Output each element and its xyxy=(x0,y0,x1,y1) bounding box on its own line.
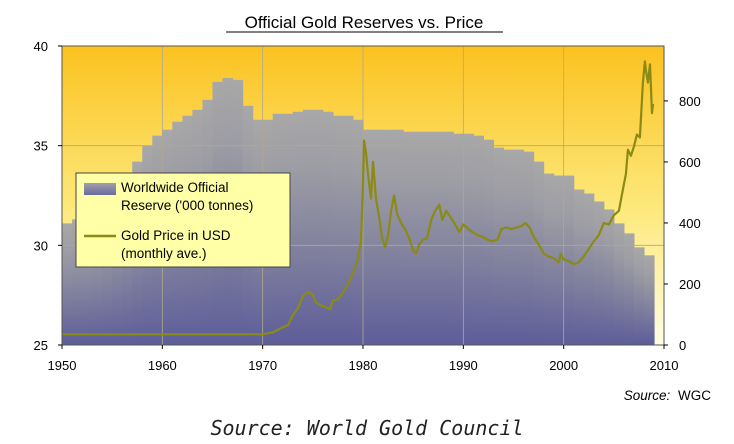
source-value: WGC xyxy=(678,388,711,403)
legend-label-reserve-line1: Worldwide Official xyxy=(121,180,229,195)
reserve-bar xyxy=(393,129,404,345)
reserve-bar xyxy=(423,131,434,345)
reserve-bar xyxy=(543,173,555,345)
x-tick-label: 1950 xyxy=(48,358,77,373)
chart-title: Official Gold Reserves vs. Price xyxy=(245,13,484,32)
legend-swatch-reserve xyxy=(84,183,116,195)
reserve-bar xyxy=(433,131,444,345)
gold-price-line xyxy=(62,60,655,336)
source-label: Source: xyxy=(624,388,671,403)
x-tick-label: 1970 xyxy=(248,358,277,373)
reserve-bar xyxy=(573,189,585,345)
reserve-bar xyxy=(623,233,635,345)
reserve-bar xyxy=(533,161,545,345)
source-note: Source: WGC xyxy=(624,388,712,403)
reserve-bar xyxy=(363,129,374,345)
y-right-tick-label: 200 xyxy=(679,277,701,292)
reserve-bar xyxy=(92,213,103,345)
reserve-bar xyxy=(583,193,595,345)
reserve-bar xyxy=(62,223,73,345)
reserve-bar xyxy=(112,193,123,345)
legend-label-price-line2: (monthly ave.) xyxy=(121,246,207,261)
reserve-bar xyxy=(413,131,424,345)
reserve-bar xyxy=(483,139,495,345)
reserve-bar xyxy=(493,147,505,345)
x-tick-label: 1980 xyxy=(349,358,378,373)
y-left-tick-label: 35 xyxy=(34,139,48,154)
reserve-bar xyxy=(643,255,655,345)
y-left-tick-label: 40 xyxy=(34,39,48,54)
reserve-bar xyxy=(292,111,304,345)
legend-label-price-line1: Gold Price in USD xyxy=(121,228,231,243)
reserve-bar xyxy=(82,217,93,345)
reserve-bar xyxy=(312,109,324,345)
reserve-bar xyxy=(443,131,454,345)
reserve-bar xyxy=(473,135,484,345)
y-right-tick-label: 600 xyxy=(679,155,701,170)
x-tick-label: 1990 xyxy=(449,358,478,373)
reserve-bar xyxy=(373,129,384,345)
reserve-bar xyxy=(72,219,83,345)
legend-label-reserve-line2: Reserve ('000 tonnes) xyxy=(121,198,253,213)
reserve-bar xyxy=(463,133,474,345)
reserve-bar xyxy=(593,201,605,345)
y-left-tick-label: 30 xyxy=(34,238,48,253)
x-tick-label: 1960 xyxy=(148,358,177,373)
axes: 1950 1960 1970 1980 1990 2000 2010253035400200… xyxy=(34,39,701,373)
gold-price-line-group xyxy=(62,60,655,336)
reserve-bar xyxy=(513,149,525,345)
reserve-bar xyxy=(603,209,615,345)
gold-reserves-price-chart: Official Gold Reserves vs. Price 1950 196… xyxy=(34,13,712,403)
reserve-bar xyxy=(322,111,334,345)
legend: Worldwide Official Reserve ('000 tonnes)… xyxy=(75,172,291,268)
reserve-bar xyxy=(503,149,515,345)
reserve-bar xyxy=(342,115,354,345)
x-tick-label: 2000 xyxy=(549,358,578,373)
reserve-bar xyxy=(453,133,464,345)
reserve-bar xyxy=(523,151,535,345)
x-tick-label: 2010 xyxy=(650,358,679,373)
figure-caption: Source: World Gold Council xyxy=(210,416,524,440)
reserve-bar xyxy=(102,205,113,345)
reserve-bar xyxy=(302,109,314,345)
reserve-bar xyxy=(613,223,625,345)
y-right-tick-label: 800 xyxy=(679,94,701,109)
reserve-bar xyxy=(332,115,344,345)
reserve-bar xyxy=(352,119,364,345)
y-right-tick-label: 0 xyxy=(679,338,686,353)
reserve-bar xyxy=(633,247,645,345)
y-left-tick-label: 25 xyxy=(34,338,48,353)
y-right-tick-label: 400 xyxy=(679,216,701,231)
